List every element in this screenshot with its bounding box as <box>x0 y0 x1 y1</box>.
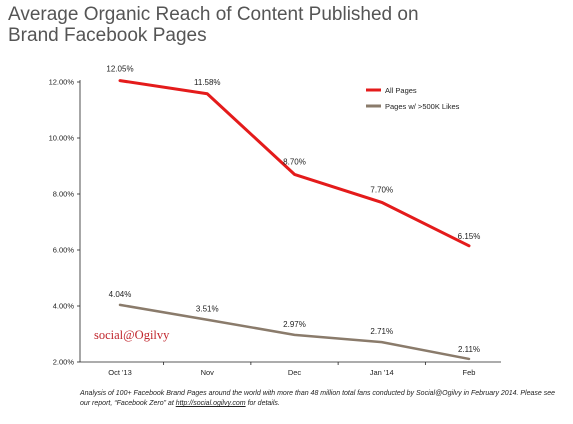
y-tick-label: 10.00% <box>49 134 75 143</box>
chart-title: Average Organic Reach of Content Publish… <box>8 4 419 46</box>
data-label: 3.51% <box>196 305 219 314</box>
footnote-link[interactable]: http://social.ogilvy.com <box>175 400 246 407</box>
series-line-large-pages <box>118 303 471 361</box>
data-label: 2.11% <box>458 345 480 354</box>
x-tick-label: Feb <box>463 368 476 377</box>
x-tick-label: Oct '13 <box>108 368 132 377</box>
y-tick-label: 4.00% <box>53 302 75 311</box>
y-tick-label: 8.00% <box>53 190 75 199</box>
series-lines <box>118 79 471 361</box>
data-label: 7.70% <box>370 185 393 194</box>
x-tick-label: Dec <box>288 368 302 377</box>
y-tick-label: 12.00% <box>49 78 75 87</box>
legend: All Pages Pages w/ >500K Likes <box>366 86 460 111</box>
legend-label: All Pages <box>385 86 417 95</box>
footnote: Analysis of 100+ Facebook Brand Pages ar… <box>80 389 560 409</box>
data-label: 12.05% <box>106 65 133 74</box>
footnote-end: for details. <box>245 400 280 407</box>
data-label: 11.58% <box>194 78 221 87</box>
data-label: 2.97% <box>283 320 306 329</box>
series-line-all-pages <box>118 79 471 248</box>
data-labels: 12.05% 11.58% 8.70% 7.70% 6.15% 4.04% 3.51% 2.9… <box>106 65 480 354</box>
axes: 2.00% 4.00% 6.00% 8.00% 10.00% 12.00% Oct '13 N… <box>49 78 501 377</box>
y-tick-label: 2.00% <box>53 358 75 367</box>
x-tick-label: Jan '14 <box>370 368 394 377</box>
legend-label: Pages w/ >500K Likes <box>385 102 460 111</box>
footnote-text: Analysis of 100+ Facebook Brand Pages ar… <box>80 390 556 407</box>
data-label: 8.70% <box>283 157 306 166</box>
brand-logo: social@Ogilvy <box>94 328 170 342</box>
data-label: 2.71% <box>370 327 393 336</box>
data-label: 6.15% <box>458 232 481 241</box>
data-label: 4.04% <box>109 290 132 299</box>
y-tick-label: 6.00% <box>53 246 75 255</box>
x-tick-label: Nov <box>201 368 215 377</box>
